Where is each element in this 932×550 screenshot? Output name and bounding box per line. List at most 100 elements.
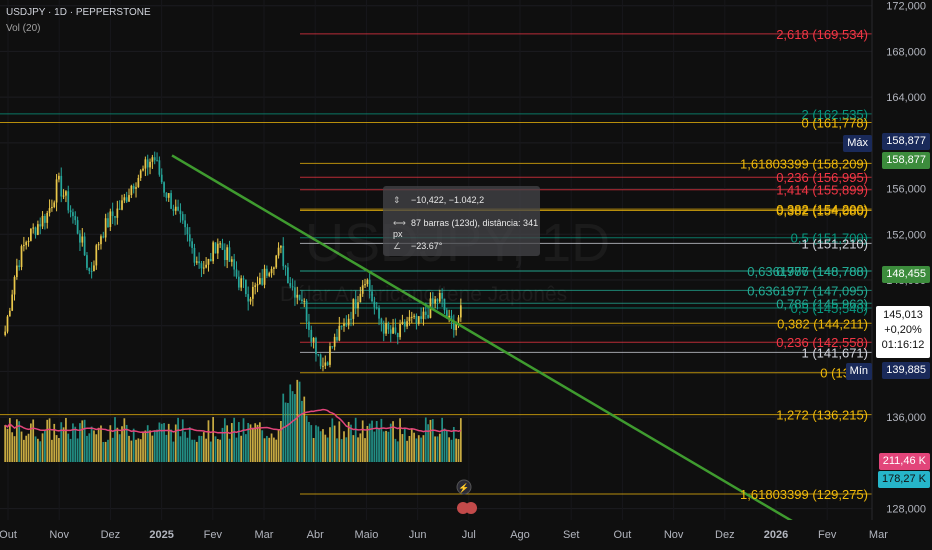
- candle-body: [158, 160, 161, 175]
- symbol-header[interactable]: USDJPY · 1D · PEPPERSTONE: [6, 7, 151, 18]
- volume-bar: [329, 427, 331, 462]
- candle-body: [58, 175, 60, 180]
- min-value-tag: 139,885: [882, 362, 930, 379]
- candle-body: [114, 216, 116, 218]
- volume-bar: [158, 422, 161, 462]
- candle-body: [233, 259, 236, 270]
- trendline[interactable]: [171, 154, 801, 527]
- volume-bar: [385, 430, 387, 462]
- fib-label-0: 2,618 (169,534): [776, 27, 868, 42]
- candle-body: [361, 285, 364, 294]
- volume-indicator-label[interactable]: Vol (20): [6, 23, 41, 34]
- candle-body: [46, 212, 49, 223]
- volume-bar: [324, 434, 327, 462]
- candle-body: [373, 301, 376, 308]
- candle-body: [20, 246, 23, 268]
- volume-bar: [15, 419, 18, 462]
- candle-body: [198, 261, 200, 264]
- volume-bar: [450, 439, 453, 462]
- candle-body: [354, 299, 357, 309]
- candle-body: [455, 321, 458, 331]
- candle-body: [193, 247, 196, 263]
- time-tick-6: Abr: [307, 529, 324, 541]
- volume-bar: [69, 438, 72, 462]
- candle-body: [167, 193, 170, 198]
- current-price-tag: 145,013 +0,20% 01:16:12: [876, 306, 930, 358]
- candle-body: [156, 160, 158, 162]
- volume-bar: [6, 428, 9, 462]
- time-tick-1: Nov: [49, 529, 69, 541]
- volume-bar: [144, 430, 147, 462]
- volume-bar: [296, 379, 299, 462]
- volume-bar: [184, 431, 186, 462]
- volume-bar: [237, 422, 240, 462]
- candle-body: [387, 323, 390, 330]
- candle-body: [240, 278, 243, 288]
- candle-body: [65, 191, 67, 196]
- volume-bar: [228, 438, 231, 462]
- candle-body: [408, 317, 411, 322]
- volume-bar: [399, 418, 401, 462]
- candle-body: [303, 300, 306, 302]
- volume-bar: [389, 423, 392, 462]
- volume-bar: [230, 423, 233, 462]
- price-axis-bg[interactable]: [872, 0, 932, 520]
- candle-body: [235, 269, 238, 277]
- volume-bar: [156, 429, 158, 462]
- candle-body: [186, 227, 189, 235]
- time-tick-8: Jun: [409, 529, 427, 541]
- volume-bar: [74, 426, 77, 462]
- time-tick-9: Jul: [462, 529, 476, 541]
- volume-bar: [83, 419, 86, 462]
- candle-body: [195, 261, 198, 263]
- candle-body: [350, 318, 352, 320]
- volume-bar: [319, 431, 322, 462]
- candle-body: [223, 249, 226, 260]
- fib-label-10: 0,6361977 (148,788): [747, 264, 868, 279]
- candle-body: [256, 284, 259, 286]
- volume-bar: [436, 436, 439, 462]
- candle-body: [207, 258, 210, 265]
- measure-angle: −23.67°: [411, 241, 443, 251]
- volume-bar: [331, 418, 334, 462]
- candle-body: [139, 170, 142, 178]
- candle-body: [394, 327, 397, 333]
- volume-bar: [287, 402, 289, 462]
- volume-bar: [22, 439, 25, 462]
- candle-body: [216, 243, 219, 254]
- volume-bar: [181, 419, 184, 462]
- volume-bar: [191, 439, 193, 462]
- candle-body: [179, 210, 182, 215]
- candle-body: [184, 220, 186, 228]
- volume-bar: [51, 439, 53, 462]
- time-tick-16: Fev: [818, 529, 837, 541]
- volume-bar: [268, 437, 271, 462]
- volume-bar: [261, 430, 264, 462]
- volume-bar: [104, 441, 107, 462]
- volume-bar: [371, 420, 373, 462]
- volume-ma-line: [4, 408, 462, 434]
- time-axis-bg[interactable]: [0, 520, 932, 550]
- candle-body: [34, 227, 37, 235]
- volume-bar: [34, 436, 37, 462]
- volume-bar: [354, 417, 357, 462]
- candle-body: [434, 299, 436, 304]
- fib-label-3: 1,61803399 (158,209): [740, 156, 868, 171]
- fib-label-9: 1 (151,210): [802, 236, 869, 251]
- volume-bar: [86, 435, 88, 462]
- price-tick-10: 128,000: [886, 504, 926, 516]
- measure-tooltip[interactable]: ⇕ −10,422, −1.042,2 ⟷ 87 barras (123d), di…: [383, 186, 540, 256]
- candle-body: [174, 206, 177, 211]
- candle-body: [317, 354, 320, 356]
- volume-bar: [128, 435, 130, 462]
- volume-bar: [340, 439, 343, 462]
- event-icons[interactable]: ⚡: [456, 479, 477, 514]
- candle-body: [424, 311, 427, 315]
- volume-bar: [118, 434, 121, 462]
- volume-bar: [394, 438, 397, 462]
- candle-body: [333, 336, 336, 347]
- candle-body: [97, 244, 100, 246]
- candle-body: [18, 265, 21, 268]
- volume-bar: [207, 420, 210, 462]
